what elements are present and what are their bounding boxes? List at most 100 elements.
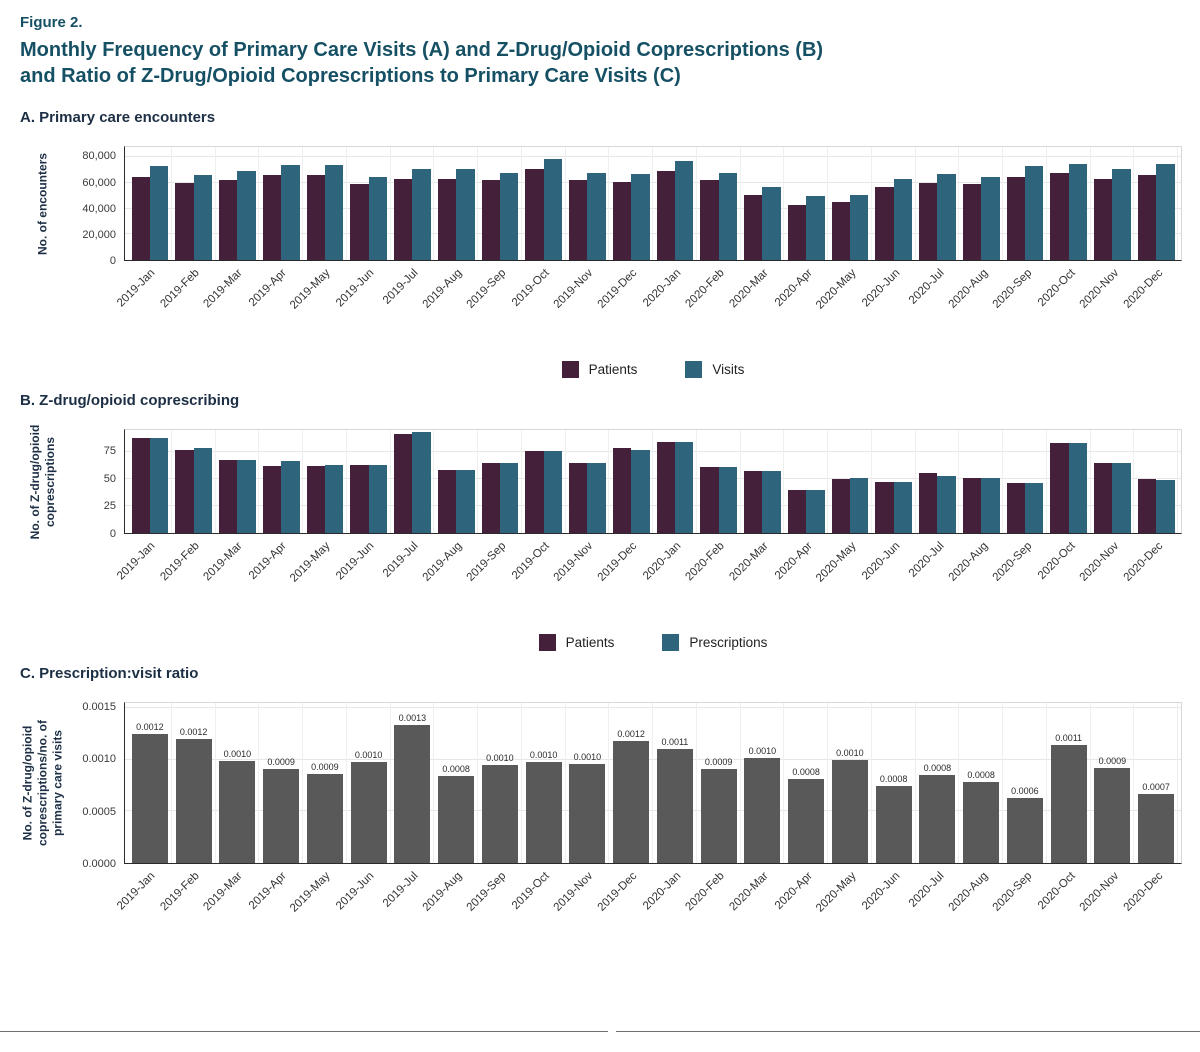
bar-prescriptions-2020-Mar [762, 471, 781, 533]
bar-group-2020-Oct [1047, 430, 1091, 533]
bar-ratio-2020-Oct: 0.0011 [1050, 733, 1087, 863]
bar-patients-2019-Jun [350, 184, 369, 260]
panel-c-heading: C. Prescription:visit ratio [20, 665, 199, 682]
bar-value-label: 0.0008 [923, 763, 952, 774]
bar-prescriptions-2019-Oct [543, 450, 562, 533]
bar-group-2020-Jun [872, 147, 916, 260]
bar-group-2019-Aug [434, 430, 478, 533]
bar-group-2019-Mar: 0.0010 [216, 703, 260, 863]
bar-ratio-2020-Jan: 0.0011 [656, 737, 693, 863]
bar-group-2020-Oct [1047, 147, 1091, 260]
bar-value-label: 0.0009 [704, 757, 733, 768]
y-tick-label: 80,000 [82, 150, 116, 163]
bar-group-2019-Feb: 0.0012 [172, 703, 216, 863]
bars [125, 147, 1181, 260]
bar-prescriptions-2019-Dec [631, 449, 650, 533]
bar-patients-2020-Jun [875, 482, 894, 533]
bar-group-2020-Jul [916, 147, 960, 260]
panel-b-heading: B. Z-drug/opioid coprescribing [20, 392, 240, 409]
bar-group-2020-Nov [1091, 147, 1135, 260]
bar-group-2019-Oct: 0.0010 [522, 703, 566, 863]
legend-label: Patients [588, 362, 638, 377]
bar-group-2019-Feb [172, 430, 216, 533]
y-tick-label: 0.0010 [82, 753, 116, 766]
x-axis-labels: 2019-Jan 2019-Feb 2019-Mar 2019-Apr 2019-May… [115, 534, 1182, 600]
x-tick: 2020-Dec [1122, 864, 1179, 930]
y-axis-title: No. of encounters [20, 146, 66, 261]
bar-group-2020-Apr: 0.0008 [784, 703, 828, 863]
bar-patients-2020-Feb [700, 466, 719, 533]
y-tick-label: 40,000 [82, 202, 116, 215]
chart-prescription-visit-ratio: No. of Z-drug/opioid coprescriptions/no.… [20, 701, 1182, 930]
plot-area: 0.0012 0.0012 0.0010 0.0009 0.0009 0.0010 0.00… [124, 702, 1182, 864]
bar-group-2020-Mar: 0.0010 [741, 703, 785, 863]
bar-group-2019-Jun [347, 147, 391, 260]
bar-visits-2019-Feb [193, 175, 212, 260]
bar-patients-2019-Feb [175, 182, 194, 260]
bar-group-2020-Nov: 0.0009 [1091, 703, 1135, 863]
bar-value-label: 0.0009 [311, 762, 339, 773]
bar-group-2019-Aug: 0.0008 [434, 703, 478, 863]
bar-visits-2019-Dec [631, 173, 650, 260]
y-tick-label: 75 [103, 445, 116, 458]
bar-ratio-2019-Jan: 0.0012 [131, 722, 168, 863]
bar-value-label: 0.0013 [398, 712, 427, 723]
bar-patients-2019-Dec [612, 181, 632, 260]
bar-group-2020-Jun [872, 430, 916, 533]
bar-group-2019-Jul: 0.0013 [391, 703, 435, 863]
bar-group-2019-May [303, 430, 347, 533]
plot-column: 2019-Jan 2019-Feb 2019-Mar 2019-Apr 2019-May… [115, 429, 1182, 600]
bar-group-2019-Sep [478, 430, 522, 533]
bar-group-2020-Jan [653, 430, 697, 533]
bar-ratio-2019-Jul: 0.0013 [394, 713, 431, 863]
bar-patients-2019-Mar [219, 180, 238, 260]
gridline [125, 450, 1181, 452]
bar-patients-2019-Mar [219, 460, 238, 533]
legend-swatch-patients [561, 361, 579, 378]
bar-value-label: 0.0009 [1098, 756, 1127, 767]
bar-value-label: 0.0010 [573, 751, 602, 762]
panel-c: C. Prescription:visit ratio No. of Z-dru… [20, 665, 1182, 930]
y-tick-label: 20,000 [82, 228, 116, 241]
bar-ratio-2020-Mar: 0.0010 [744, 746, 781, 863]
bar-value-label: 0.0009 [267, 757, 295, 768]
bar-prescriptions-2020-Sep [1024, 483, 1044, 533]
bar-visits-2019-Nov [587, 172, 606, 260]
bar-group-2019-Apr [259, 147, 303, 260]
gridline [125, 477, 1181, 479]
divider-segment-left [0, 1031, 608, 1032]
bar-visits-2019-Jun [368, 176, 387, 260]
plot-area [124, 146, 1182, 261]
bar-ratio-2019-Jun: 0.0010 [350, 750, 387, 863]
bar-group-2020-Mar [741, 430, 785, 533]
bar-patients-2019-Feb [175, 449, 194, 533]
bar-prescriptions-2019-May [324, 464, 344, 533]
bar-group-2020-May: 0.0010 [828, 703, 872, 863]
bar-group-2020-Aug [959, 430, 1003, 533]
footer-divider [0, 1031, 1200, 1032]
bar-group-2019-Jan [128, 430, 172, 533]
bar-visits-2019-Sep [499, 172, 519, 260]
bar-group-2020-Oct: 0.0011 [1047, 703, 1091, 863]
bar-patients-2019-Jan [131, 437, 150, 533]
bar-prescriptions-2020-Jul [937, 475, 956, 533]
bar-group-2020-Aug [959, 147, 1003, 260]
bar-patients-2020-Apr [787, 489, 807, 533]
bar-visits-2020-Feb [718, 172, 737, 260]
bar-patients-2019-Jun [350, 464, 369, 533]
bar-ratio-2020-Jun: 0.0008 [875, 774, 912, 863]
bar-group-2019-Feb [172, 147, 216, 260]
bar-ratio-2019-May: 0.0009 [306, 762, 343, 863]
bar-group-2019-Jul [391, 430, 435, 533]
bar-visits-2020-Oct [1068, 163, 1087, 260]
bar-patients-2019-Jan [131, 176, 150, 260]
bar-value-label: 0.0010 [354, 749, 383, 760]
x-tick: 2020-Dec [1122, 534, 1179, 600]
bar-group-2020-Sep [1003, 147, 1047, 260]
bar-group-2020-Apr [784, 147, 828, 260]
legend-a: Patients Visits [124, 361, 1182, 378]
bar-patients-2020-Jan [656, 171, 675, 260]
bar-group-2019-Apr [259, 430, 303, 533]
bar-group-2019-Dec [609, 430, 653, 533]
gridline [125, 707, 1181, 709]
